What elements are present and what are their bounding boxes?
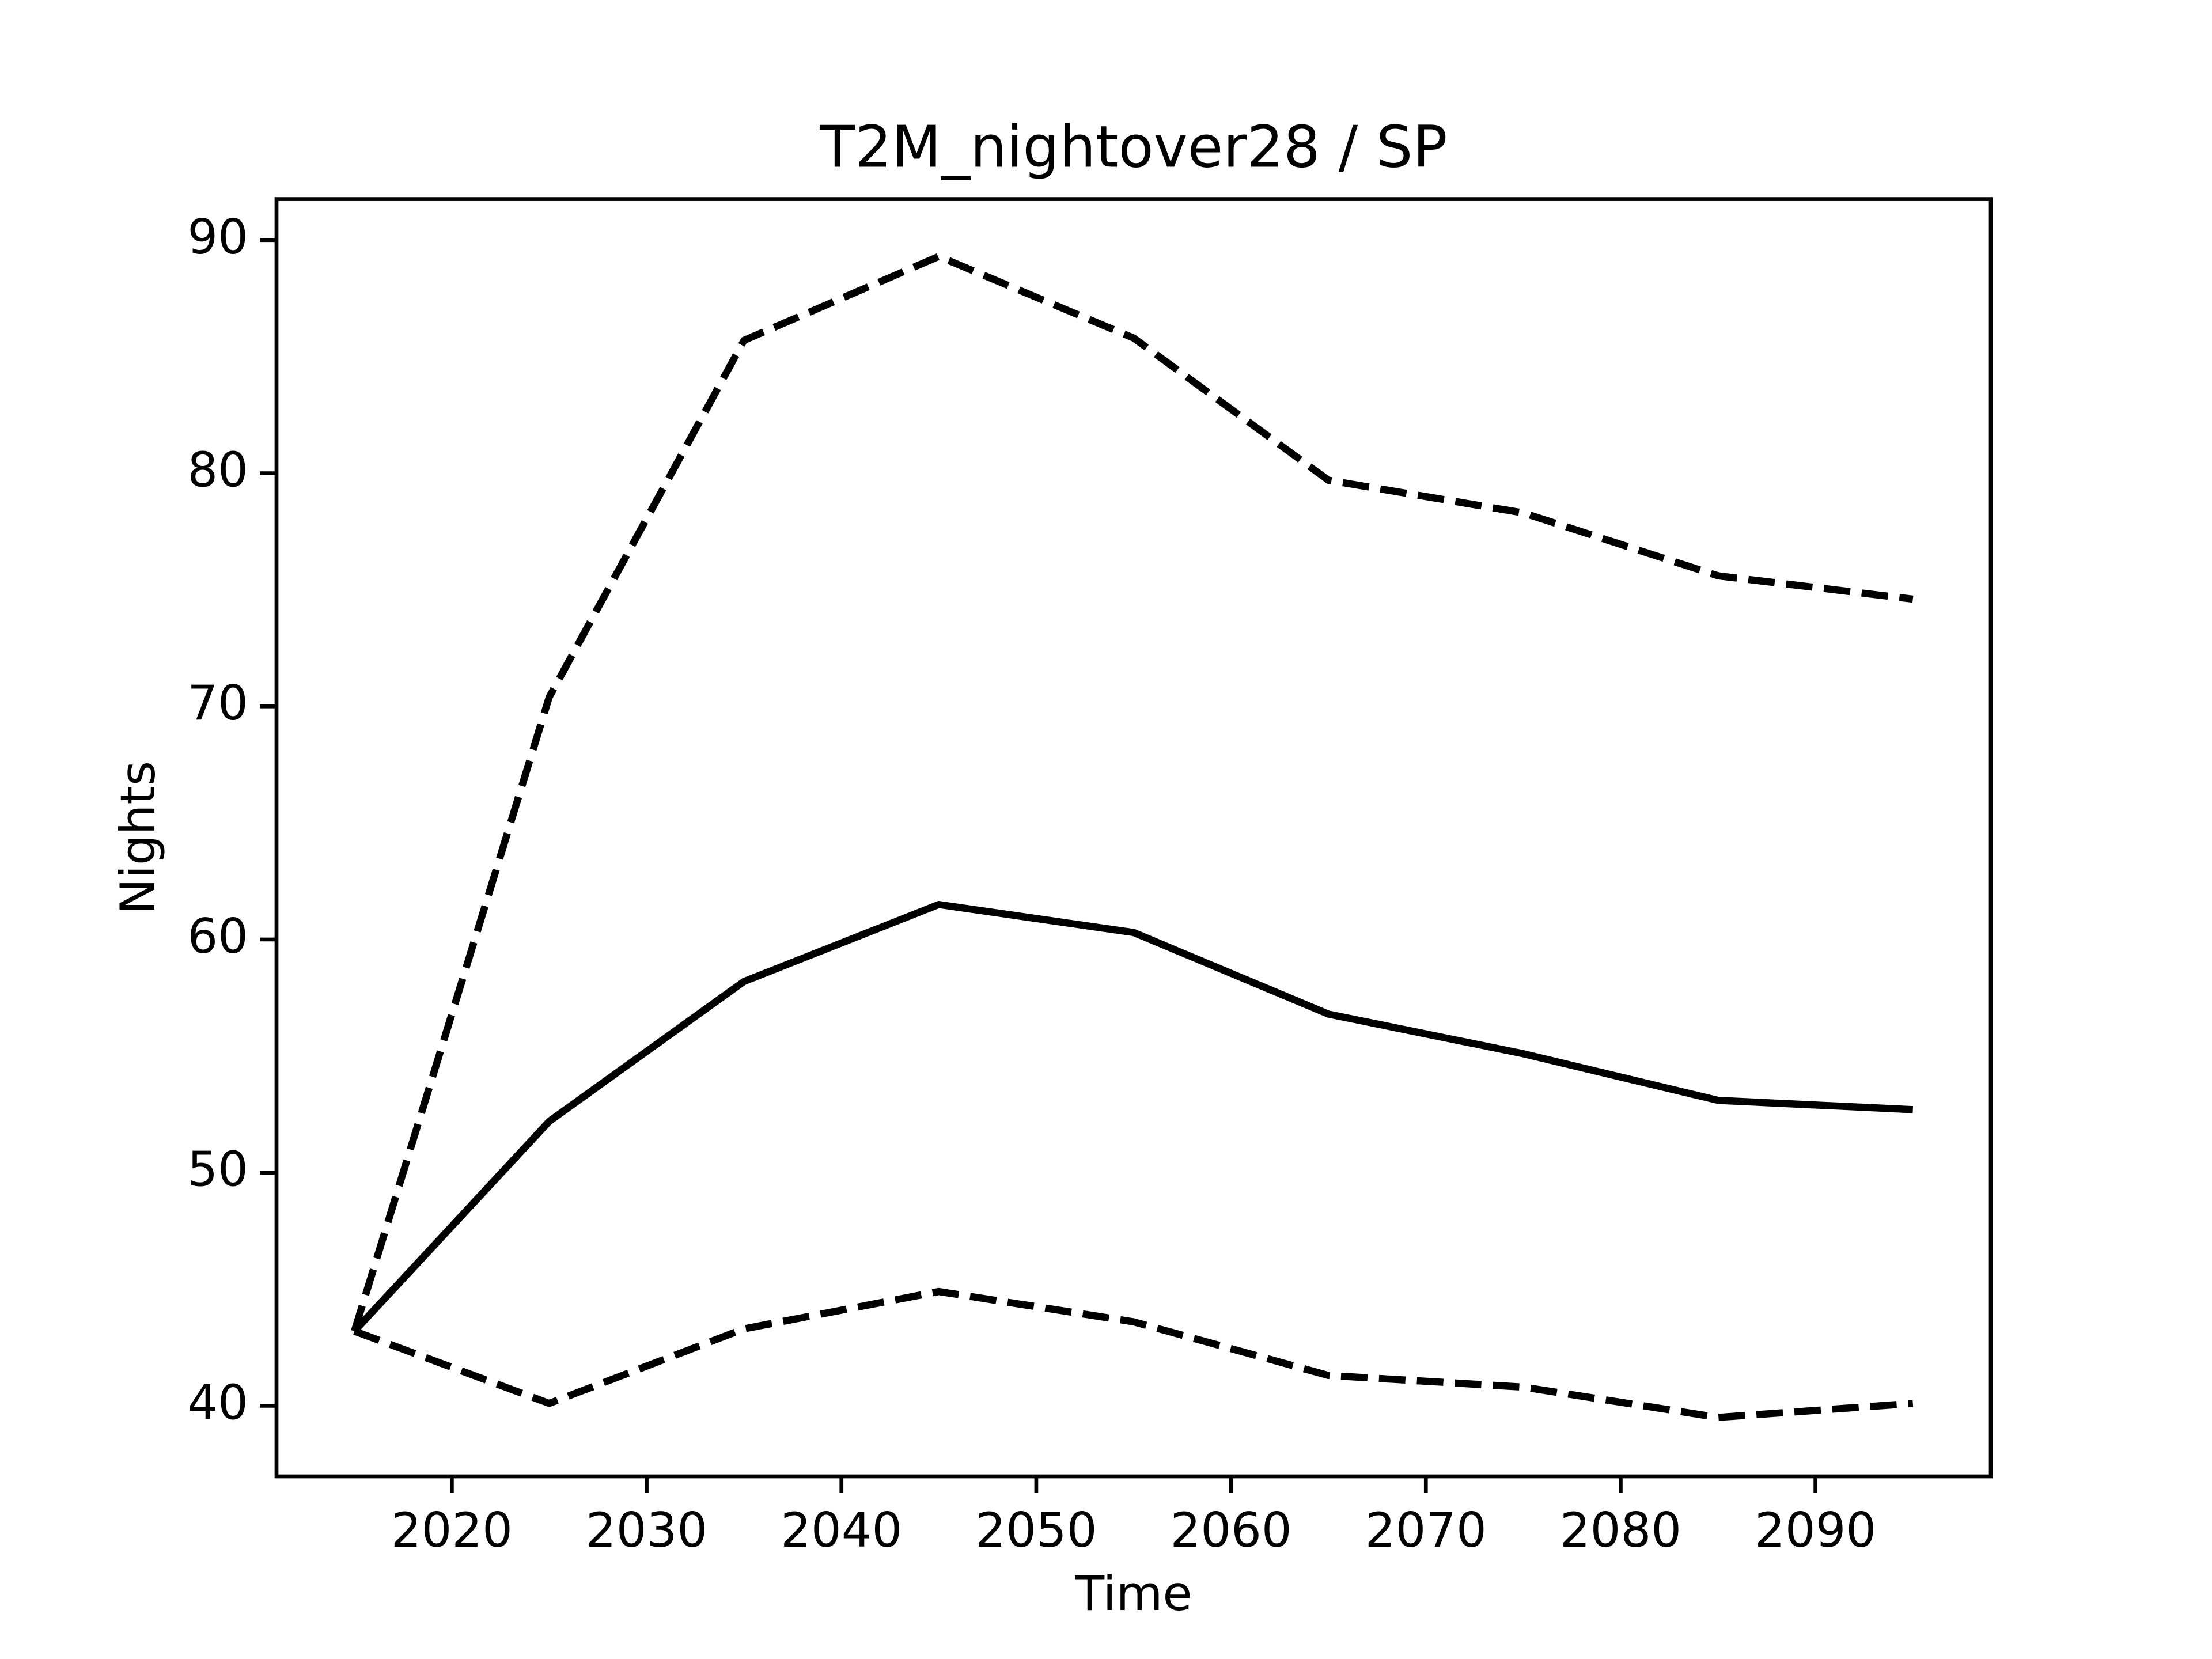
y-tick-label: 70 [187, 675, 248, 731]
x-tick-label: 2080 [1560, 1502, 1681, 1558]
y-tick-label: 50 [187, 1142, 248, 1198]
x-tick-label: 2070 [1365, 1502, 1487, 1558]
y-tick-label: 40 [187, 1374, 248, 1430]
x-axis-label: Time [1074, 1566, 1192, 1622]
y-tick-label: 60 [187, 908, 248, 964]
chart-title: T2M_nightover28 / SP [819, 113, 1448, 180]
x-tick-label: 2020 [391, 1502, 513, 1558]
x-tick-label: 2030 [586, 1502, 707, 1558]
x-tick-label: 2040 [781, 1502, 902, 1558]
line-series [353, 1287, 1914, 1421]
y-axis-label: Nights [110, 761, 166, 914]
line-series [351, 252, 1914, 1332]
x-tick-label: 2090 [1755, 1502, 1876, 1558]
line-series [351, 901, 1914, 1334]
x-tick-label: 2050 [975, 1502, 1097, 1558]
y-tick-label: 80 [187, 442, 248, 498]
y-tick-label: 90 [187, 209, 248, 265]
plot-frame [274, 197, 1993, 1479]
x-tick-label: 2060 [1170, 1502, 1291, 1558]
